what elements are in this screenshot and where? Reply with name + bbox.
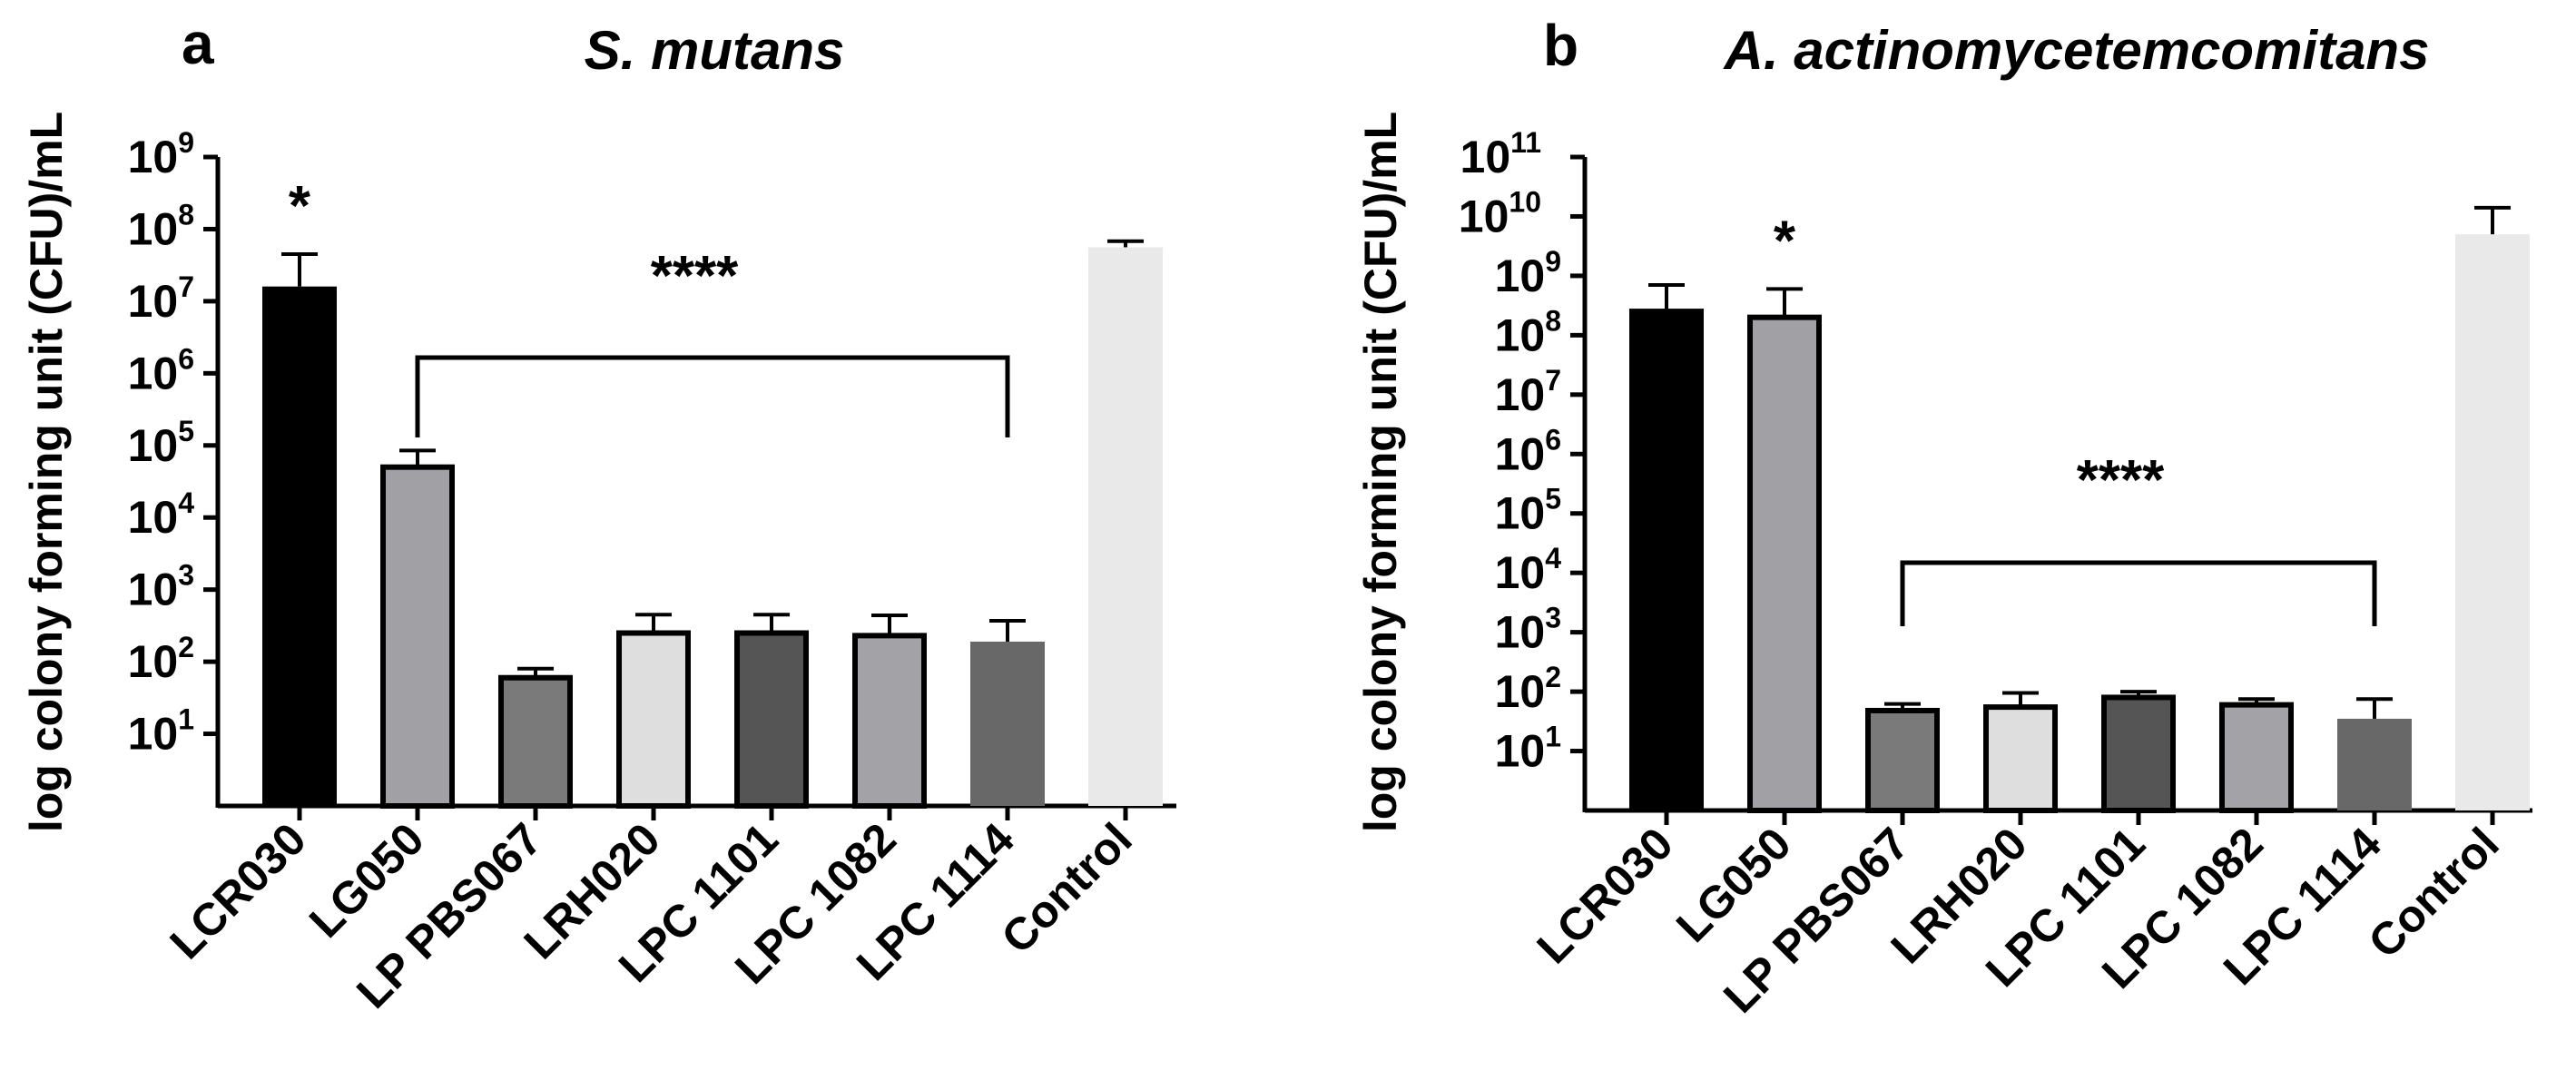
x-tick-label: Control <box>992 813 1142 963</box>
significance-label: **** <box>651 245 739 308</box>
panel-a-letter: a <box>182 11 214 76</box>
y-tick-label: 106 <box>128 342 194 398</box>
bar-lp-pbs067 <box>498 674 573 810</box>
bar-lpc-1114 <box>2337 718 2412 810</box>
bar-lpc-1082 <box>2219 702 2294 814</box>
y-tick-label: 102 <box>128 631 194 687</box>
panel-b-bars <box>1629 205 2530 814</box>
y-tick-label: 104 <box>1495 542 1562 598</box>
y-tick-label: 109 <box>1495 245 1561 301</box>
bar-lcr030 <box>262 286 337 806</box>
bar-lg050 <box>380 464 455 809</box>
y-tick-label: 104 <box>128 486 195 543</box>
y-tick-label: 101 <box>128 703 194 760</box>
x-tick-label: LCR030 <box>1528 818 1683 973</box>
significance-label: **** <box>2077 449 2165 512</box>
panel-b-title: A. actinomycetemcomitans <box>1723 20 2430 81</box>
y-tick-label: 105 <box>1495 483 1561 539</box>
y-tick-label: 109 <box>128 126 194 182</box>
y-tick-label: 103 <box>128 559 194 615</box>
bar-lp-pbs067 <box>1865 707 1940 814</box>
y-tick-label: 108 <box>128 198 194 254</box>
y-tick-label: 102 <box>1495 661 1561 717</box>
bar-lpc-1114 <box>970 641 1045 806</box>
y-tick-label: 106 <box>1495 423 1561 479</box>
bar-lpc-1101 <box>2101 694 2176 813</box>
panel-a-y-ticks: 101 102 103 104 105 106 107 108 109 <box>128 126 218 760</box>
bar-control <box>1088 247 1163 807</box>
significance-bracket <box>1900 560 2377 626</box>
y-tick-label: 101 <box>1495 721 1561 777</box>
y-tick-label: 105 <box>128 415 194 471</box>
significance-bracket <box>415 355 1010 437</box>
panel-a-title: S. mutans <box>585 20 845 81</box>
panel-b-letter: b <box>1543 13 1578 78</box>
x-tick-label: Control <box>2359 818 2509 967</box>
bar-lcr030 <box>1629 309 1704 811</box>
y-tick-label: 107 <box>128 270 194 327</box>
y-tick-label: 107 <box>1495 364 1561 420</box>
significance-star: * <box>1774 210 1796 272</box>
panel-b-y-axis-label: log colony forming unit (CFU)/mL <box>1355 112 1406 832</box>
bar-lrh020 <box>1983 704 2058 813</box>
x-tick-label: LCR030 <box>161 813 316 968</box>
y-tick-label: 108 <box>1495 304 1561 360</box>
bar-lrh020 <box>616 630 691 810</box>
bar-lpc-1101 <box>734 630 809 810</box>
panel-b: b A. actinomycetemcomitans log colony fo… <box>1355 13 2532 1023</box>
y-tick-label: 1010 <box>1459 185 1541 241</box>
bar-control <box>2455 234 2530 810</box>
y-tick-label: 103 <box>1495 602 1561 658</box>
panel-a: a S. mutans log colony forming unit (CFU… <box>21 11 1176 1018</box>
y-tick-label: 1011 <box>1460 126 1541 182</box>
panel-a-bars <box>262 239 1163 810</box>
significance-star: * <box>289 175 311 238</box>
panel-b-significance: ***** <box>1774 210 2377 626</box>
panel-a-y-axis-label: log colony forming unit (CFU)/mL <box>21 112 72 832</box>
panel-a-significance: ***** <box>289 175 1010 437</box>
bar-lg050 <box>1747 314 1822 813</box>
bar-lpc-1082 <box>852 633 927 809</box>
